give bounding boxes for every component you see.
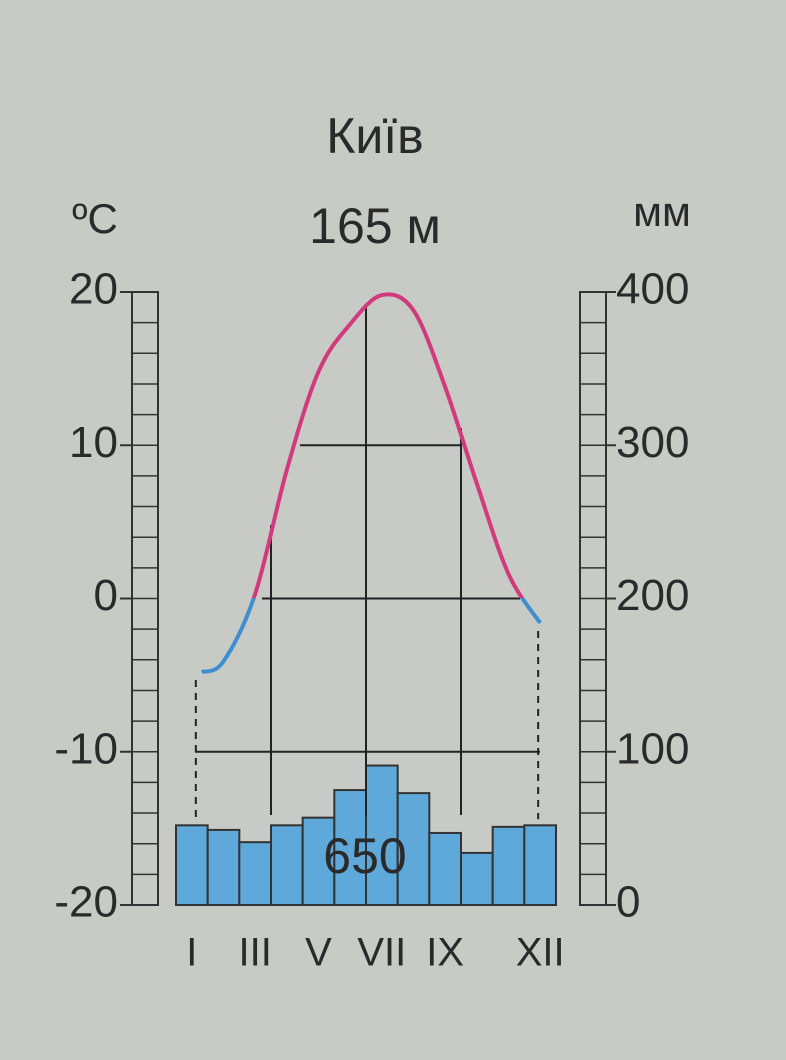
- y-tick-label: 0: [94, 571, 118, 620]
- y-tick-label: 20: [69, 265, 118, 314]
- x-tick-label: VII: [357, 931, 406, 975]
- precip-bar: [333, 789, 368, 906]
- x-tick-label: III: [238, 931, 271, 975]
- y2-unit: мм: [633, 188, 691, 235]
- precip-bar: [270, 824, 304, 906]
- precip-bar: [206, 828, 241, 906]
- precip-bar: [428, 831, 463, 906]
- chart-subtitle: 165 м: [309, 198, 441, 254]
- total-label: 650: [323, 828, 406, 884]
- y-tick-label: -20: [54, 878, 118, 927]
- y-tick-label: -10: [54, 724, 118, 773]
- precip-bar: [365, 764, 399, 906]
- x-tick-label: XII: [516, 931, 565, 975]
- x-tick-label: V: [305, 931, 332, 975]
- y2-tick-label: 400: [616, 265, 689, 314]
- precip-bar: [175, 824, 209, 906]
- precip-bar: [491, 825, 526, 907]
- y2-tick-label: 300: [616, 418, 689, 467]
- precip-bar: [238, 841, 272, 906]
- x-tick-label: IX: [426, 931, 464, 975]
- chart-title: Київ: [326, 108, 424, 164]
- x-tick-label: I: [186, 931, 197, 975]
- precip-bar: [301, 816, 336, 907]
- temperature-line: [251, 292, 525, 598]
- precip-bar: [523, 824, 557, 906]
- y-tick-label: 10: [69, 418, 118, 467]
- y-unit: ºC: [72, 195, 118, 242]
- precip-bar: [460, 851, 494, 907]
- y2-tick-label: 100: [616, 724, 689, 773]
- y2-tick-label: 200: [616, 571, 689, 620]
- y2-tick-label: 0: [616, 878, 640, 927]
